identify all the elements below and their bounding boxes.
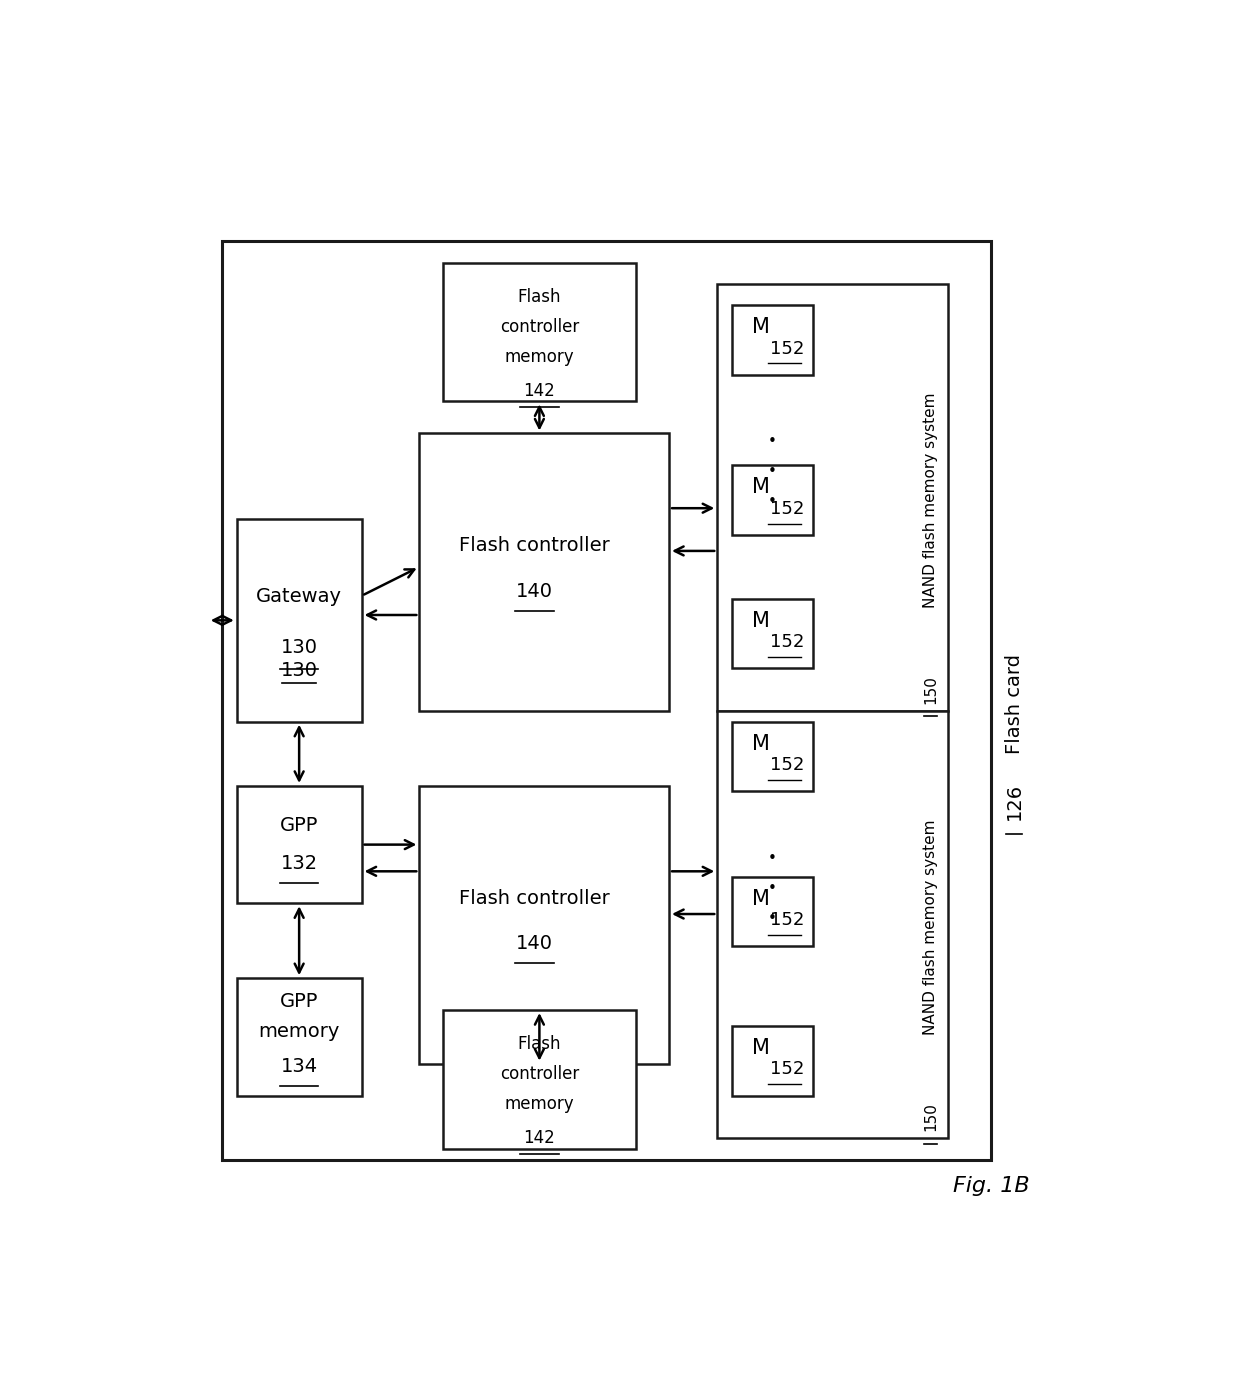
Text: •: •	[768, 465, 776, 480]
Text: 152: 152	[770, 499, 804, 517]
Bar	[222, 241, 991, 1160]
Text: •: •	[768, 881, 776, 896]
Text: memory: memory	[505, 348, 574, 366]
Bar	[237, 978, 362, 1096]
Text: 134: 134	[280, 1057, 317, 1076]
Text: Gateway: Gateway	[257, 587, 342, 606]
Text: M: M	[751, 734, 770, 753]
Text: 130: 130	[280, 662, 317, 680]
Bar	[732, 877, 813, 946]
Text: M: M	[751, 889, 770, 908]
Text: GPP: GPP	[280, 816, 319, 835]
Bar	[732, 1026, 813, 1096]
Text: memory: memory	[505, 1096, 574, 1114]
Text: M: M	[751, 1037, 770, 1058]
Text: •: •	[768, 911, 776, 925]
Text: M: M	[751, 318, 770, 337]
Text: 152: 152	[770, 911, 804, 929]
Text: 142: 142	[523, 381, 556, 399]
Text: 150: 150	[923, 675, 937, 705]
Text: memory: memory	[258, 1022, 340, 1042]
Bar	[732, 599, 813, 669]
Text: 142: 142	[523, 1129, 556, 1147]
Text: controller: controller	[500, 318, 579, 336]
Text: 152: 152	[770, 634, 804, 652]
Bar	[717, 284, 947, 712]
Text: Flash controller: Flash controller	[459, 537, 610, 555]
Text: 130: 130	[280, 638, 317, 656]
Text: M: M	[751, 610, 770, 631]
Bar	[419, 786, 670, 1064]
Text: M: M	[751, 477, 770, 498]
Text: 126: 126	[1004, 784, 1024, 821]
Bar	[717, 712, 947, 1139]
Text: 150: 150	[923, 1103, 937, 1132]
Text: Flash: Flash	[517, 287, 562, 305]
Text: controller: controller	[500, 1065, 579, 1083]
Text: 152: 152	[770, 1061, 804, 1079]
Text: 152: 152	[770, 340, 804, 358]
Text: 132: 132	[280, 854, 317, 874]
Text: 140: 140	[516, 583, 553, 601]
Text: •: •	[768, 852, 776, 865]
Bar	[444, 262, 635, 401]
Text: Flash card: Flash card	[1004, 648, 1024, 753]
Text: Fig. 1B: Fig. 1B	[952, 1176, 1029, 1197]
Bar	[732, 466, 813, 535]
Bar	[237, 519, 362, 721]
Bar	[444, 1010, 635, 1148]
Text: Flash controller: Flash controller	[459, 889, 610, 907]
Text: Flash: Flash	[517, 1035, 562, 1053]
Text: 140: 140	[516, 935, 553, 953]
Bar	[419, 433, 670, 712]
Bar	[732, 721, 813, 791]
Text: GPP: GPP	[280, 992, 319, 1011]
Text: 152: 152	[770, 756, 804, 774]
Text: •: •	[768, 494, 776, 509]
Text: NAND flash memory system: NAND flash memory system	[923, 387, 937, 608]
Text: •: •	[768, 434, 776, 449]
Bar	[237, 786, 362, 903]
Text: NAND flash memory system: NAND flash memory system	[923, 814, 937, 1035]
Bar	[732, 305, 813, 374]
